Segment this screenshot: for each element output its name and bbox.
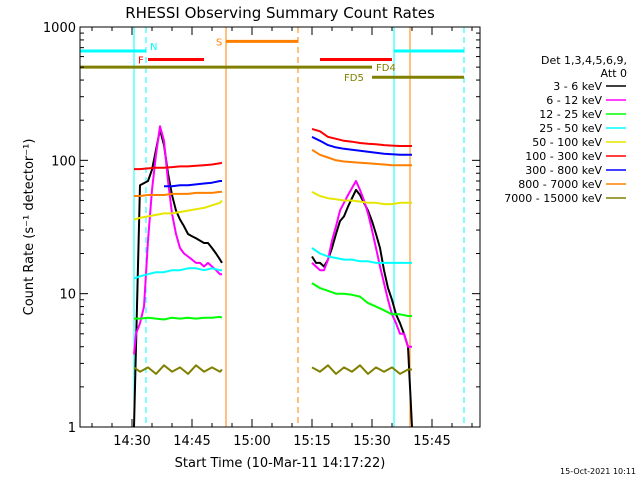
series-8-segment-0 [133, 364, 223, 375]
legend-header-line-1: Att 0 [601, 67, 627, 80]
legend-label-2: 12 - 25 keV [539, 108, 602, 121]
series-5-segment-0 [134, 161, 223, 171]
flag-label-fd4: FD4 [376, 63, 396, 74]
series-0-segment-0 [133, 128, 223, 428]
x-tick-label: 15:15 [293, 434, 330, 449]
chart-title: RHESSI Observing Summary Count Rates [125, 4, 435, 22]
flag-label-n: N [150, 42, 157, 53]
y-axis-label: Count Rate (s⁻¹ detector⁻¹) [22, 139, 37, 316]
legend-label-8: 7000 - 15000 keV [504, 192, 602, 205]
series-7-segment-1 [311, 148, 412, 167]
legend-label-4: 50 - 100 keV [532, 136, 602, 149]
legend-label-0: 3 - 6 keV [553, 80, 602, 93]
series-8-segment-1 [311, 364, 412, 375]
y-tick-label: 10 [59, 288, 76, 303]
flag-bars: NF S FD4 FD5 [80, 37, 464, 84]
series-2-segment-1 [311, 282, 412, 317]
legend-label-1: 6 - 12 keV [546, 94, 602, 107]
series-lines [133, 125, 413, 428]
series-4-segment-1 [311, 191, 412, 206]
series-3-segment-0 [133, 267, 222, 280]
x-tick-label: 15:30 [353, 434, 390, 449]
series-7-segment-0 [134, 190, 222, 197]
axes: 1 10 100 1000 14:30 14:45 15:00 15:15 15:30 15:45 [43, 21, 481, 449]
x-tick-label: 14:30 [113, 434, 150, 449]
x-tick-label: 15:00 [233, 434, 270, 449]
series-6-segment-0 [164, 180, 222, 188]
series-3-segment-1 [311, 247, 412, 264]
y-tick-label: 100 [51, 154, 76, 169]
legend-header-line-0: Det 1,3,4,5,6,9, [541, 54, 627, 67]
series-2-segment-0 [134, 315, 223, 321]
series-6-segment-1 [311, 136, 412, 156]
x-axis-label: Start Time (10-Mar-11 14:17:22) [175, 456, 386, 471]
flag-label-f: F [138, 56, 144, 67]
vertical-markers [79, 27, 465, 427]
plot-frame [79, 26, 481, 428]
flag-label-s: S [216, 37, 222, 48]
flag-label-fd5: FD5 [344, 73, 364, 84]
legend-label-6: 300 - 800 keV [525, 164, 602, 177]
legend-label-7: 800 - 7000 keV [518, 178, 602, 191]
legend-label-5: 100 - 300 keV [525, 150, 602, 163]
date-stamp: 15-Oct-2021 10:11 [560, 467, 636, 476]
x-tick-label: 15:45 [413, 434, 450, 449]
series-5-segment-1 [311, 127, 412, 147]
series-4-segment-0 [133, 199, 223, 221]
x-tick-label: 14:45 [173, 434, 210, 449]
y-tick-label: 1 [68, 421, 76, 436]
y-tick-label: 1000 [43, 21, 76, 36]
series-1-segment-0 [133, 125, 222, 355]
legend-label-3: 25 - 50 keV [539, 122, 602, 135]
